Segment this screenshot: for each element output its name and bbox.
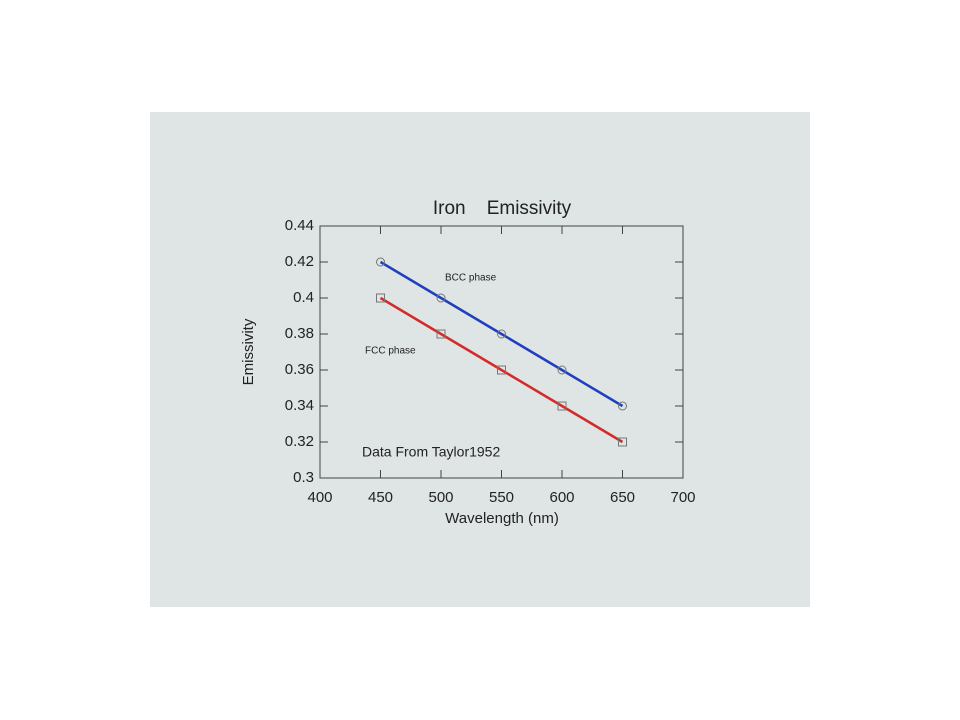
chart-title: Iron Emissivity (433, 198, 572, 219)
y-axis-label: Emissivity (240, 318, 257, 385)
marker (618, 437, 627, 447)
marker (376, 293, 385, 303)
y-tick-label: 0.42 (285, 253, 314, 270)
x-tick-label: 450 (368, 489, 393, 506)
y-tick-label: 0.3 (293, 469, 314, 486)
series-line (379, 296, 624, 444)
y-tick-label: 0.44 (285, 217, 314, 234)
x-axis-label: Wavelength (nm) (445, 510, 559, 527)
x-tick-label: 600 (549, 489, 574, 506)
series-line (379, 260, 624, 408)
y-tick-label: 0.36 (285, 361, 314, 378)
marker (497, 365, 506, 375)
y-tick-label: 0.4 (293, 289, 314, 306)
x-tick-label: 650 (610, 489, 635, 506)
annotation: Data From Taylor1952 (362, 444, 500, 460)
series-label: BCC phase (445, 273, 497, 284)
x-tick-label: 550 (489, 489, 514, 506)
panel (150, 112, 810, 607)
y-tick-label: 0.38 (285, 325, 314, 342)
marker (497, 329, 506, 339)
series-label: FCC phase (365, 346, 416, 357)
x-tick-label: 400 (307, 489, 332, 506)
marker (376, 257, 385, 267)
marker (436, 329, 446, 339)
marker (618, 401, 627, 411)
y-tick-label: 0.32 (285, 433, 314, 450)
marker (436, 293, 446, 303)
y-tick-label: 0.34 (285, 397, 314, 414)
marker (557, 365, 567, 375)
marker (557, 401, 567, 411)
x-tick-label: 700 (670, 489, 695, 506)
x-tick-label: 500 (428, 489, 453, 506)
